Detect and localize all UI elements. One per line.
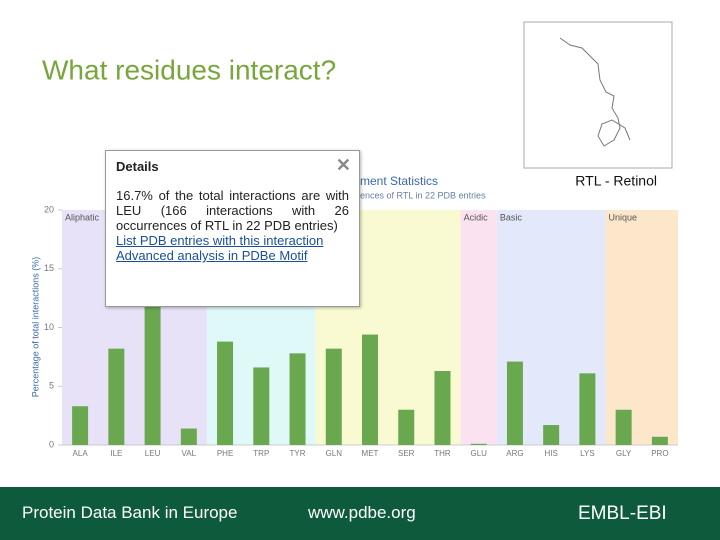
bar <box>398 409 415 445</box>
x-tick-label: GLN <box>326 449 343 458</box>
bar <box>217 341 234 445</box>
x-tick-label: ILE <box>110 449 122 458</box>
bar <box>289 353 306 445</box>
chart-subtitle: ences of RTL in 22 PDB entries <box>360 190 486 200</box>
x-tick-label: MET <box>362 449 379 458</box>
ligand-caption: RTL - Retinol <box>575 173 657 189</box>
bar <box>615 409 632 445</box>
x-tick-label: SER <box>398 449 415 458</box>
x-tick-label: TRP <box>253 449 269 458</box>
x-tick-label: LEU <box>145 449 161 458</box>
popup-title: Details <box>116 159 159 174</box>
x-tick-label: ALA <box>73 449 89 458</box>
x-tick-label: LYS <box>580 449 595 458</box>
group-label: Basic <box>500 212 523 222</box>
bar <box>579 373 596 445</box>
close-button[interactable]: ✕ <box>335 155 351 175</box>
ligand-structure <box>559 37 631 147</box>
footer: Protein Data Bank in Europe www.pdbe.org… <box>0 487 720 540</box>
slide-title: What residues interact? <box>42 54 336 85</box>
y-tick-label: 10 <box>44 322 54 332</box>
group-label: Aliphatic <box>65 212 100 222</box>
x-tick-label: ARG <box>506 449 523 458</box>
bar <box>362 334 378 445</box>
popup-link[interactable]: List PDB entries with this interaction <box>116 233 324 248</box>
x-tick-label: VAL <box>182 449 197 458</box>
x-tick-label: THR <box>434 449 451 458</box>
x-tick-label: HIS <box>545 449 558 458</box>
y-tick-label: 0 <box>49 439 54 449</box>
x-tick-label: PRO <box>651 449 668 458</box>
footer-right: EMBL-EBI <box>578 503 667 524</box>
footer-center: www.pdbe.org <box>308 503 416 522</box>
group-band <box>605 210 678 445</box>
y-tick-label: 5 <box>49 381 54 391</box>
bar <box>108 348 125 445</box>
x-tick-label: GLU <box>470 449 487 458</box>
y-tick-label: 20 <box>44 204 54 214</box>
group-label: Unique <box>609 212 638 222</box>
bar <box>325 348 342 445</box>
group-band <box>460 210 497 445</box>
bar <box>253 367 270 445</box>
chart-title: ment Statistics <box>360 174 438 188</box>
bar <box>543 425 560 445</box>
x-tick-label: TYR <box>290 449 306 458</box>
bar <box>651 436 668 445</box>
bar <box>72 406 89 445</box>
ligand-image <box>523 21 673 169</box>
x-tick-label: PHE <box>217 449 233 458</box>
bar <box>470 443 487 445</box>
bar <box>180 428 197 445</box>
footer-left: Protein Data Bank in Europe <box>22 503 238 522</box>
bar <box>434 370 451 445</box>
x-tick-label: GLY <box>616 449 632 458</box>
bar <box>506 361 523 445</box>
y-axis-label: Percentage of total interactions (%) <box>30 257 40 398</box>
y-tick-label: 15 <box>44 263 54 273</box>
group-label: Acidic <box>464 212 489 222</box>
details-popup: Details ✕ 16.7% of the total interaction… <box>105 150 360 307</box>
popup-link[interactable]: Advanced analysis in PDBe Motif <box>116 248 308 263</box>
popup-text: 16.7% of the total interactions are with… <box>116 188 349 233</box>
